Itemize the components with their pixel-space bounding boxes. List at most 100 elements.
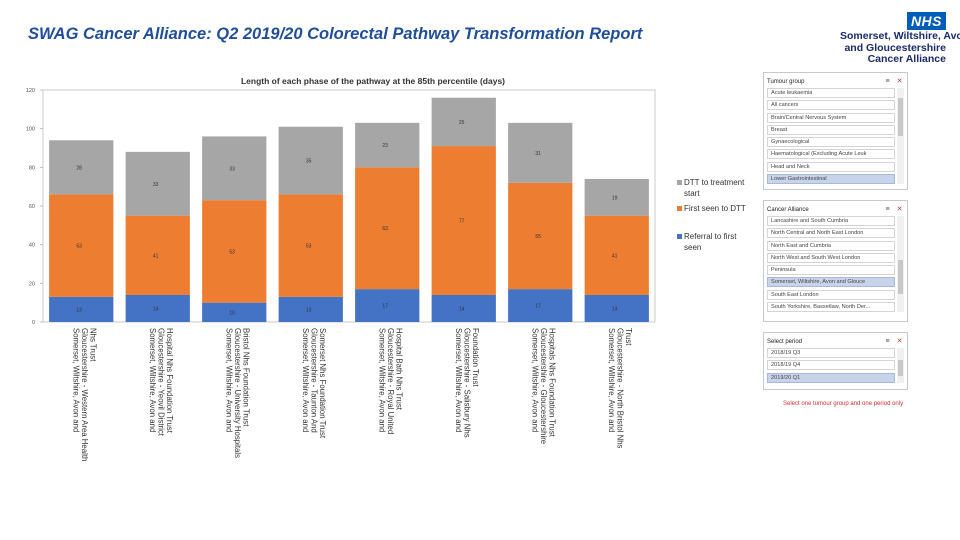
slicer-item-selected[interactable]: 2019/20 Q1	[767, 372, 895, 383]
x-category-label-line: Somerset, Wiltshire, Avon and	[454, 328, 463, 432]
bar-segment-first_seen	[49, 194, 114, 297]
clear-filter-icon[interactable]: ✕	[896, 205, 903, 213]
multi-select-icon[interactable]: ≡	[885, 205, 890, 213]
x-category-label-line: Nhs Trust	[88, 328, 97, 362]
data-label: 14	[612, 306, 618, 312]
nhs-logo: NHS Somerset, Wiltshire, Avon and Glouce…	[840, 12, 960, 66]
x-category-label: Somerset, Wiltshire, Avon and Gloucesters…	[530, 328, 556, 444]
data-label: 10	[229, 310, 235, 316]
bar-segment-first_seen	[508, 182, 573, 290]
clear-filter-icon[interactable]: ✕	[896, 337, 903, 345]
legend-label: Referral to first	[684, 232, 737, 241]
slicer-item[interactable]: Brain/Central Nervous System	[767, 112, 895, 123]
x-category-label: Somerset, Wiltshire, Avon and Gloucesters…	[71, 328, 97, 461]
y-tick-label: 40	[29, 243, 35, 249]
slicer-item[interactable]: Haematological (Excluding Acute Leuk	[767, 149, 895, 160]
data-label: 13	[306, 307, 312, 313]
bar-segment-referral	[49, 296, 114, 322]
x-category-label: Somerset, Wiltshire, Avon and Gloucesters…	[454, 328, 480, 438]
x-category-label: Somerset, Wiltshire, Avon and Gloucesters…	[148, 328, 174, 437]
bar-segment-referral	[125, 294, 190, 322]
slicer-item[interactable]: 2018/19 Q4	[767, 360, 895, 371]
data-label: 77	[459, 219, 465, 225]
x-category-label-line: Gloucestershire - Yeovil District	[156, 328, 165, 437]
slicer-item[interactable]: Breast	[767, 124, 895, 135]
stacked-bar-chart: Length of each phase of the pathway at t…	[26, 76, 746, 461]
multi-select-icon[interactable]: ≡	[885, 77, 890, 85]
data-label: 35	[306, 159, 312, 165]
x-category-label-line: Gloucestershire - Gloucestershire	[539, 328, 548, 444]
x-category-label-line: Gloucestershire - University Hospitals	[233, 328, 242, 458]
x-category-label-line: Hospital Nhs Foundation Trust	[165, 328, 174, 434]
scrollbar[interactable]	[897, 216, 904, 313]
slicer-item[interactable]: 2018/19 Q3	[767, 348, 895, 358]
x-category-label-line: Somerset, Wiltshire, Avon and	[148, 328, 157, 432]
clear-filter-icon[interactable]: ✕	[896, 77, 903, 85]
scroll-thumb[interactable]	[898, 260, 903, 294]
x-category-label-line: Somerset Nhs Foundation Trust	[318, 328, 327, 439]
data-label: 53	[229, 249, 235, 255]
slicer-item[interactable]: Lancashire and South Cumbria	[767, 216, 895, 226]
slicer-item[interactable]: North Central and North East London	[767, 228, 895, 239]
chart-container: Length of each phase of the pathway at t…	[18, 72, 760, 482]
scrollbar[interactable]	[897, 348, 904, 383]
x-category-label-line: Trust	[624, 328, 633, 346]
slicer-item[interactable]: Peninsula	[767, 265, 895, 276]
logo-line-2: and Gloucestershire	[844, 41, 946, 54]
cancer-alliance-slicer: Cancer Alliance ≡ ✕ Lancashire and South…	[763, 200, 908, 322]
bar-segment-referral	[202, 302, 267, 322]
slicer-item[interactable]: Acute leukaemia	[767, 88, 895, 98]
data-label: 14	[153, 306, 159, 312]
data-label: 33	[229, 166, 235, 172]
legend-label: First seen to DTT	[684, 204, 746, 213]
slicer-item[interactable]: Gynaecological	[767, 137, 895, 148]
data-label: 63	[382, 226, 388, 232]
bar-segment-dtt	[49, 140, 114, 195]
slicer-list: Acute leukaemia All cancers Brain/Centra…	[767, 88, 904, 185]
data-label: 19	[612, 195, 618, 201]
bar-segment-dtt	[508, 122, 573, 183]
scrollbar[interactable]	[897, 88, 904, 185]
slicer-title: Select period	[767, 338, 803, 345]
bar-segment-first_seen	[278, 194, 343, 297]
x-category-label-line: Somerset, Wiltshire, Avon and	[377, 328, 386, 432]
x-category-label-line: Gloucestershire - Taunton And	[309, 328, 318, 433]
bar-segment-dtt	[202, 136, 267, 201]
bar-segment-first_seen	[125, 215, 190, 295]
data-label: 23	[382, 143, 388, 149]
x-category-label-line: Gloucestershire - North Bristol Nhs	[615, 328, 624, 449]
y-tick-label: 80	[29, 165, 35, 171]
slicer-item[interactable]: South East London	[767, 289, 895, 300]
y-tick-label: 120	[26, 88, 35, 94]
x-category-label-line: Somerset, Wiltshire, Avon and	[224, 328, 233, 432]
data-label: 25	[459, 120, 465, 126]
slicer-item[interactable]: South Yorkshire, Bassetlaw, North Der...	[767, 302, 895, 313]
bar-segment-dtt	[584, 178, 649, 216]
legend-label: DTT to treatment	[684, 178, 745, 187]
slicer-item-selected[interactable]: Lower Gastrointestinal	[767, 174, 895, 185]
scroll-thumb[interactable]	[898, 360, 903, 376]
instruction-note: Select one tumour group and one period o…	[783, 401, 904, 407]
multi-select-icon[interactable]: ≡	[885, 337, 890, 345]
scroll-thumb[interactable]	[898, 98, 903, 136]
tumour-group-slicer: Tumour group ≡ ✕ Acute leukaemia All can…	[763, 72, 908, 190]
data-label: 41	[153, 253, 159, 259]
slicer-item[interactable]: All cancers	[767, 100, 895, 111]
data-label: 28	[76, 165, 82, 171]
y-tick-label: 100	[26, 127, 35, 133]
x-category-label-line: Gloucestershire - Western Area Health	[80, 328, 89, 461]
legend-swatch-dtt	[677, 180, 682, 185]
y-tick-label: 0	[32, 320, 35, 326]
slicer-item-selected[interactable]: Somerset, Wiltshire, Avon and Glouce	[767, 277, 895, 288]
slicer-item[interactable]: North East and Cumbria	[767, 240, 895, 251]
slicer-item[interactable]: North West and South West London	[767, 252, 895, 263]
x-category-label-line: Somerset, Wiltshire, Avon and	[530, 328, 539, 432]
bar-segment-referral	[584, 294, 649, 322]
slicer-list: Lancashire and South Cumbria North Centr…	[767, 216, 904, 313]
data-label: 17	[382, 304, 388, 310]
bar-segment-dtt	[355, 122, 420, 168]
slicer-item[interactable]: Head and Neck	[767, 161, 895, 172]
slicer-list: 2018/19 Q3 2018/19 Q4 2019/20 Q1	[767, 348, 904, 383]
chart-title: Length of each phase of the pathway at t…	[241, 76, 505, 86]
x-category-label-line: Bristol Nhs Foundation Trust	[241, 328, 250, 427]
